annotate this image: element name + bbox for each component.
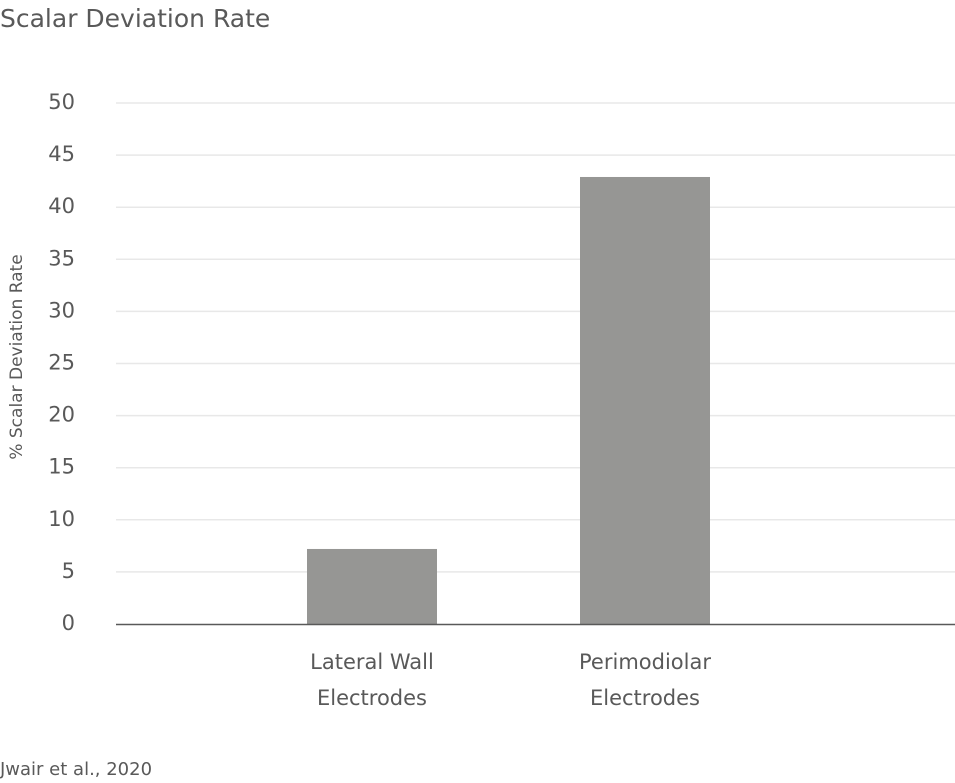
bars — [307, 176, 710, 624]
chart-title: Scalar Deviation Rate — [0, 4, 271, 33]
y-tick-label: 30 — [48, 298, 75, 322]
y-axis-title: % Scalar Deviation Rate — [7, 254, 27, 459]
bar — [580, 176, 710, 624]
y-tick-label: 25 — [48, 351, 75, 375]
bar — [307, 548, 437, 624]
y-tick-label: 0 — [62, 611, 75, 635]
y-axis-ticks: 0 5 10 15 20 25 30 35 40 45 50 — [48, 90, 75, 635]
y-tick-label: 45 — [48, 142, 75, 166]
y-tick-label: 5 — [62, 559, 75, 583]
source-note: Jwair et al., 2020 — [0, 759, 153, 780]
y-tick-label: 20 — [48, 403, 75, 427]
y-tick-label: 15 — [48, 455, 75, 479]
y-tick-label: 40 — [48, 194, 75, 218]
x-category-label: Lateral Wall — [310, 650, 434, 674]
x-category-label: Electrodes — [317, 686, 427, 710]
x-axis-categories: Lateral Wall Electrodes Perimodiolar Electr… — [310, 650, 711, 710]
x-category-label: Perimodiolar — [579, 650, 711, 674]
y-tick-label: 50 — [48, 90, 75, 114]
y-tick-label: 35 — [48, 246, 75, 270]
x-category-label: Electrodes — [590, 686, 700, 710]
gridlines — [116, 102, 955, 573]
y-tick-label: 10 — [48, 507, 75, 531]
